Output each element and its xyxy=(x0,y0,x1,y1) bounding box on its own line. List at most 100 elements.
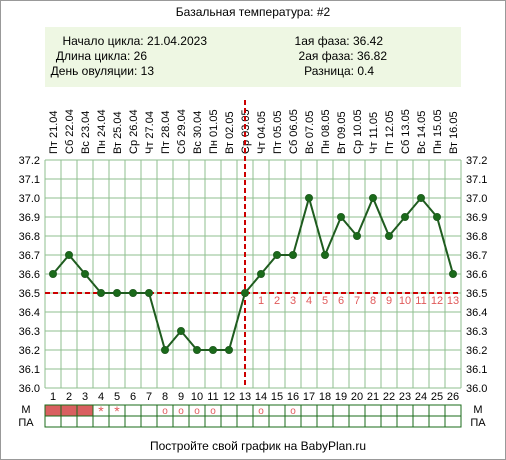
chart-marks: 36.0 36.0 36.1 36.1 36.2 36.2 36.3 36.3 36.4 36.4… xyxy=(19,100,487,428)
x-day-label: 15 xyxy=(271,391,283,403)
pa-cell[interactable] xyxy=(140,415,158,428)
y-tick-label-right: 36.9 xyxy=(466,212,487,224)
m-cell[interactable] xyxy=(300,404,318,417)
m-cell[interactable] xyxy=(220,404,238,417)
x-date-label: Сб 06.05 xyxy=(288,109,300,154)
pa-mark: o xyxy=(162,406,168,417)
pa-cell[interactable] xyxy=(300,415,318,428)
pa-cell[interactable] xyxy=(268,415,286,428)
x-day-label: 25 xyxy=(431,391,443,403)
pa-cell[interactable] xyxy=(252,415,270,428)
temperature-point xyxy=(321,251,329,259)
temperature-point xyxy=(145,289,153,297)
pa-cell[interactable] xyxy=(220,415,238,428)
x-date-label: Чт 04.05 xyxy=(256,111,268,154)
pa-cell[interactable] xyxy=(332,415,350,428)
x-day-label: 21 xyxy=(367,391,379,403)
temperature-point xyxy=(401,213,409,221)
x-date-label: Вт 25.04 xyxy=(112,111,124,154)
temperature-point xyxy=(385,232,393,240)
y-tick-label-right: 37.0 xyxy=(466,193,487,205)
pa-cell[interactable] xyxy=(124,415,142,428)
m-mark: * xyxy=(114,403,120,419)
temperature-point xyxy=(225,346,233,354)
phase-day-label: 8 xyxy=(370,295,376,307)
m-cell[interactable] xyxy=(396,404,414,417)
m-cell[interactable] xyxy=(44,404,62,417)
m-cell[interactable] xyxy=(76,404,94,417)
y-tick-label-left: 36.5 xyxy=(19,288,40,300)
pa-cell[interactable] xyxy=(60,415,78,428)
pa-cell[interactable] xyxy=(412,415,430,428)
temperature-point xyxy=(49,270,57,278)
phase-day-label: 9 xyxy=(386,295,392,307)
temperature-point xyxy=(65,251,73,259)
pa-cell[interactable] xyxy=(396,415,414,428)
pa-cell[interactable] xyxy=(444,415,462,428)
m-cell[interactable] xyxy=(316,404,334,417)
m-cell[interactable] xyxy=(140,404,158,417)
m-cell[interactable] xyxy=(412,404,430,417)
temperature-point xyxy=(209,346,217,354)
y-tick-label-right: 36.4 xyxy=(466,307,487,319)
y-tick-label-left: 37.0 xyxy=(19,193,40,205)
x-date-label: Ср 10.05 xyxy=(352,109,364,154)
pa-cell[interactable] xyxy=(428,415,446,428)
pa-mark: o xyxy=(178,406,184,417)
pa-cell[interactable] xyxy=(76,415,94,428)
temperature-point xyxy=(113,289,121,297)
y-tick-label-left: 36.6 xyxy=(19,269,40,281)
x-day-label: 5 xyxy=(114,391,120,403)
x-date-label: Пт 12.05 xyxy=(384,110,396,154)
m-cell[interactable] xyxy=(444,404,462,417)
pa-cell[interactable] xyxy=(284,415,302,428)
pa-cell[interactable] xyxy=(172,415,190,428)
x-day-label: 16 xyxy=(287,391,299,403)
m-cell[interactable] xyxy=(380,404,398,417)
m-cell[interactable] xyxy=(60,404,78,417)
temperature-point xyxy=(353,232,361,240)
pa-cell[interactable] xyxy=(316,415,334,428)
m-cell[interactable] xyxy=(332,404,350,417)
pa-cell[interactable] xyxy=(156,415,174,428)
pa-cell[interactable] xyxy=(92,415,110,428)
y-tick-label-right: 36.1 xyxy=(466,364,487,376)
m-cell[interactable] xyxy=(124,404,142,417)
m-cell[interactable] xyxy=(364,404,382,417)
y-tick-label-left: 37.2 xyxy=(19,155,40,167)
pa-cell[interactable] xyxy=(348,415,366,428)
x-day-label: 22 xyxy=(383,391,395,403)
temperature-point xyxy=(129,289,137,297)
pa-cell[interactable] xyxy=(188,415,206,428)
m-cell[interactable] xyxy=(268,404,286,417)
pa-mark: o xyxy=(194,406,200,417)
footer-link[interactable]: Постройте свой график на BabyPlan.ru xyxy=(150,439,366,453)
m-cell[interactable] xyxy=(236,404,254,417)
y-tick-label-left: 36.4 xyxy=(19,307,40,319)
y-tick-label-left: 36.8 xyxy=(19,231,40,243)
x-date-label: Пн 08.05 xyxy=(320,109,332,154)
phase-day-label: 5 xyxy=(322,295,328,307)
cycle-start-text: Начало цикла: 21.04.2023 xyxy=(62,34,207,48)
pa-cell[interactable] xyxy=(380,415,398,428)
x-date-label: Чт 27.04 xyxy=(144,111,156,154)
x-date-label: Ср 03.05 xyxy=(240,109,252,154)
pa-cell[interactable] xyxy=(364,415,382,428)
m-mark: * xyxy=(98,403,104,419)
x-day-label: 26 xyxy=(447,391,459,403)
x-date-label: Вс 30.04 xyxy=(192,111,204,154)
x-day-label: 4 xyxy=(98,391,104,403)
pa-cell[interactable] xyxy=(204,415,222,428)
x-day-label: 9 xyxy=(178,391,184,403)
phase-day-label: 6 xyxy=(338,295,344,307)
x-date-label: Вт 16.05 xyxy=(448,111,460,154)
m-cell[interactable] xyxy=(428,404,446,417)
temperature-point xyxy=(177,327,185,335)
pa-cell[interactable] xyxy=(236,415,254,428)
pa-cell[interactable] xyxy=(44,415,62,428)
temperature-point xyxy=(241,289,249,297)
pa-mark: o xyxy=(290,406,296,417)
m-cell[interactable] xyxy=(348,404,366,417)
pa-cell[interactable] xyxy=(108,415,126,428)
